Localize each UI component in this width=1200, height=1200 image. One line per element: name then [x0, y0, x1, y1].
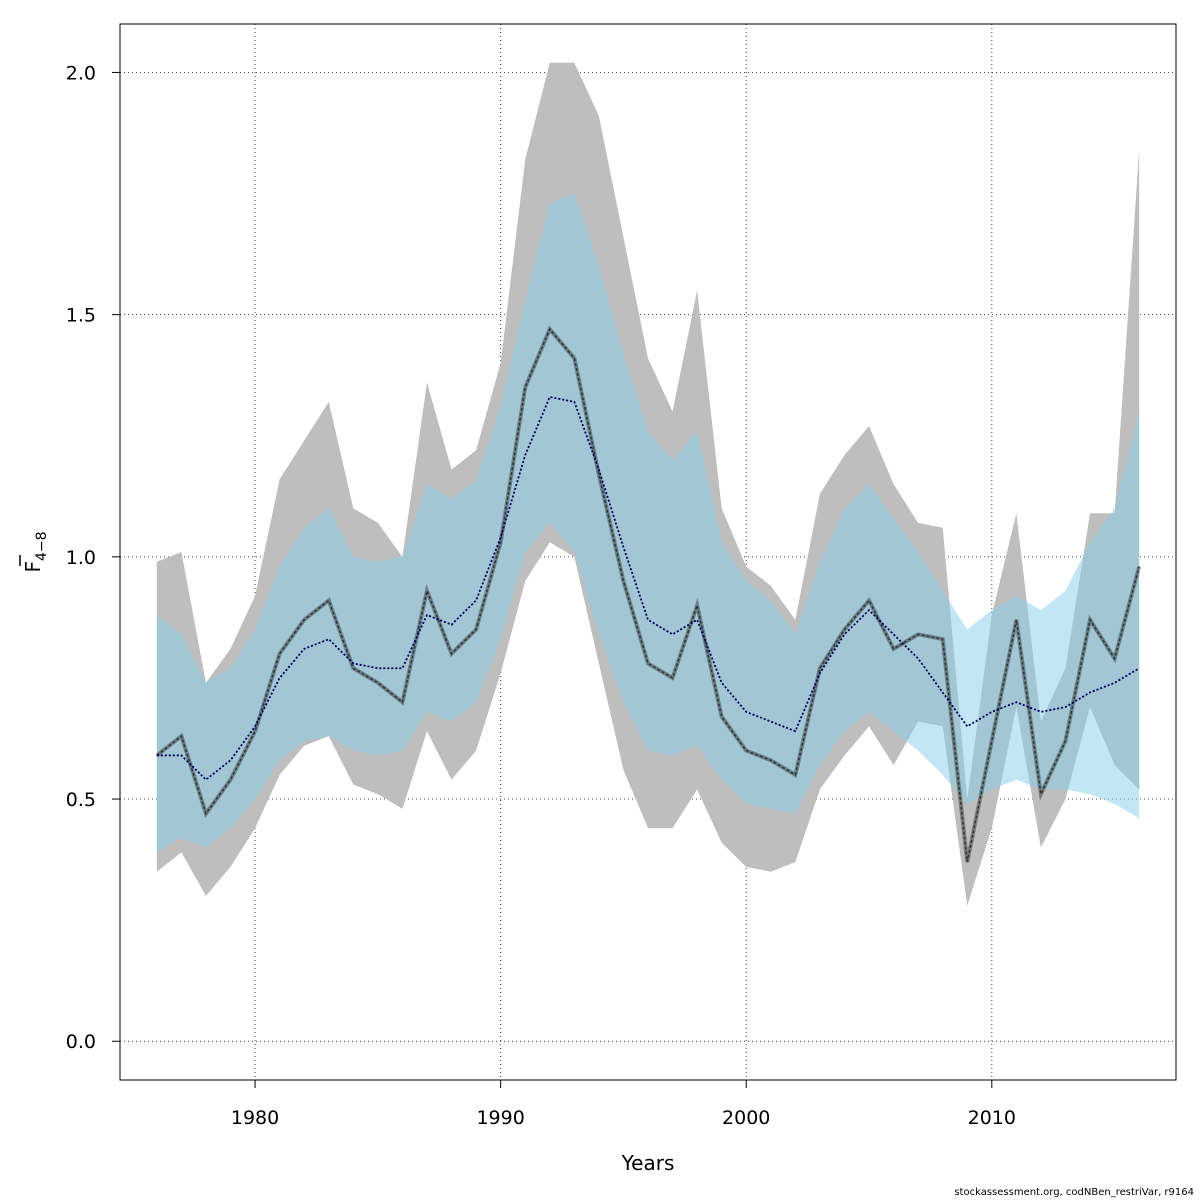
- y-tick-label: 1.0: [66, 547, 96, 569]
- x-axis: 1980 1990 2000 2010: [231, 1080, 1016, 1129]
- y-tick-label: 0.0: [66, 1031, 96, 1053]
- y-axis-title: F4−8: [19, 531, 50, 573]
- x-axis-title: Years: [621, 1151, 675, 1175]
- x-tick-label: 1990: [476, 1107, 524, 1129]
- source-note: stockassessment.org, codNBen_restriVar, …: [954, 1187, 1194, 1198]
- y-tick-label: 1.5: [66, 305, 96, 327]
- estimate-line-core: [156, 327, 1140, 863]
- y-axis: 0.0 0.5 1.0 1.5 2.0: [66, 62, 120, 1053]
- x-tick-label: 2010: [968, 1107, 1016, 1129]
- y-axis-title-main: F: [21, 561, 45, 573]
- series-lines: [155, 325, 1142, 863]
- y-axis-title-subscript: 4−8: [34, 531, 50, 561]
- x-tick-label: 1980: [231, 1107, 279, 1129]
- alternative-confidence-band: [156, 193, 1140, 853]
- y-tick-label: 0.5: [66, 789, 96, 811]
- y-tick-label: 2.0: [66, 62, 96, 84]
- plot-frame: [119, 23, 1177, 1081]
- svg-text:F4−8: F4−8: [21, 531, 50, 572]
- confidence-bands: [156, 62, 1140, 906]
- x-tick-label: 2000: [722, 1107, 770, 1129]
